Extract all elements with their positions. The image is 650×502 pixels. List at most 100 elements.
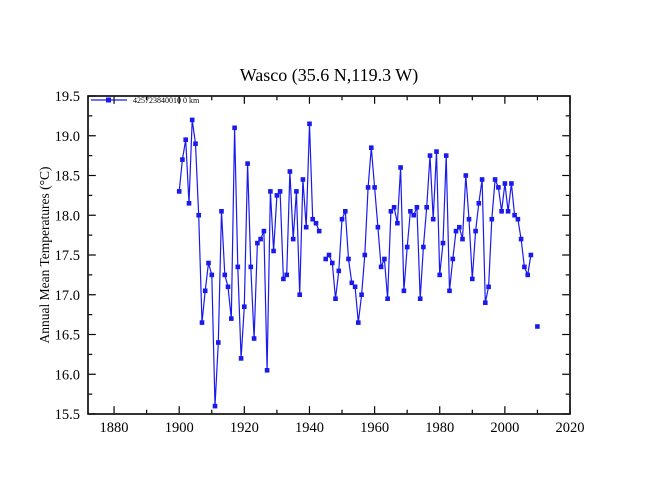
y-tick-label: 19.0 bbox=[55, 129, 80, 145]
data-point bbox=[310, 216, 315, 222]
data-point bbox=[411, 212, 416, 218]
data-point bbox=[518, 236, 524, 242]
data-point bbox=[382, 256, 387, 262]
x-tick-label: 2020 bbox=[556, 420, 585, 436]
data-point bbox=[476, 201, 482, 206]
data-point bbox=[522, 264, 527, 270]
data-point bbox=[186, 201, 192, 206]
data-point bbox=[271, 248, 276, 254]
data-point bbox=[512, 212, 517, 218]
data-point bbox=[277, 189, 283, 194]
x-tick-label: 1920 bbox=[230, 420, 259, 436]
data-point bbox=[378, 264, 384, 270]
data-point bbox=[330, 260, 335, 266]
data-point bbox=[398, 165, 403, 170]
y-tick-label: 16.0 bbox=[55, 367, 80, 383]
data-point bbox=[287, 169, 293, 174]
data-point bbox=[284, 272, 289, 278]
data-point bbox=[206, 260, 211, 266]
data-point bbox=[268, 189, 273, 194]
data-point bbox=[437, 272, 442, 278]
data-point bbox=[535, 324, 540, 329]
data-point bbox=[489, 216, 495, 222]
data-point bbox=[372, 185, 377, 190]
data-point bbox=[385, 296, 390, 301]
data-point bbox=[235, 264, 241, 270]
y-tick-label: 15.5 bbox=[55, 407, 80, 423]
data-point bbox=[453, 228, 459, 234]
data-point bbox=[356, 320, 361, 325]
data-point bbox=[486, 284, 491, 290]
data-point bbox=[365, 185, 371, 190]
data-point bbox=[450, 256, 456, 262]
data-point bbox=[496, 185, 501, 190]
data-point bbox=[248, 264, 254, 270]
data-point bbox=[424, 205, 429, 210]
data-point bbox=[336, 268, 342, 274]
temperature-line bbox=[325, 147, 532, 324]
data-point bbox=[434, 149, 439, 154]
data-point bbox=[483, 300, 488, 305]
x-tick-label: 2000 bbox=[490, 420, 519, 436]
data-point bbox=[417, 296, 423, 301]
data-point bbox=[359, 292, 364, 297]
data-point bbox=[176, 189, 182, 194]
data-point bbox=[395, 220, 400, 226]
data-point bbox=[180, 157, 185, 162]
data-point bbox=[264, 368, 270, 373]
data-point bbox=[346, 256, 351, 262]
data-point bbox=[375, 224, 381, 230]
data-point bbox=[245, 161, 250, 166]
data-point bbox=[509, 181, 514, 186]
data-point bbox=[323, 256, 328, 262]
data-point bbox=[202, 288, 208, 294]
data-point bbox=[421, 244, 426, 250]
y-axis-title: Annual Mean Temperatures (°C) bbox=[37, 166, 52, 343]
temperature-line bbox=[178, 119, 320, 407]
x-tick-label: 1940 bbox=[295, 420, 324, 436]
data-point bbox=[307, 121, 312, 127]
data-point bbox=[404, 244, 410, 250]
x-tick-label: 1900 bbox=[165, 420, 194, 436]
data-point bbox=[463, 173, 469, 178]
data-point bbox=[362, 252, 368, 258]
data-point bbox=[391, 205, 397, 210]
data-point bbox=[274, 193, 280, 198]
data-point bbox=[209, 272, 215, 278]
plot-frame bbox=[87, 95, 571, 415]
data-point bbox=[352, 284, 358, 290]
data-point bbox=[229, 316, 234, 321]
data-point bbox=[242, 304, 247, 309]
data-point bbox=[401, 288, 407, 294]
data-point bbox=[492, 177, 498, 182]
legend-marker-icon bbox=[106, 97, 111, 103]
y-tick-label: 17.0 bbox=[55, 288, 80, 304]
data-point bbox=[251, 336, 257, 341]
data-point bbox=[196, 212, 201, 218]
data-point bbox=[281, 276, 286, 282]
data-point bbox=[499, 209, 504, 214]
legend: 425723840010 0 km bbox=[91, 96, 200, 105]
data-point bbox=[326, 252, 332, 258]
data-point bbox=[349, 280, 355, 286]
data-point bbox=[447, 288, 452, 294]
data-point bbox=[369, 145, 374, 150]
data-point bbox=[225, 284, 231, 290]
data-point bbox=[479, 177, 485, 182]
data-point bbox=[193, 141, 198, 146]
data-point bbox=[505, 209, 511, 214]
data-point bbox=[466, 216, 472, 222]
data-point bbox=[300, 177, 306, 182]
data-point bbox=[443, 153, 449, 158]
data-point bbox=[343, 209, 348, 214]
data-point bbox=[333, 296, 338, 301]
data-point bbox=[212, 403, 218, 409]
data-point bbox=[430, 216, 436, 222]
data-point bbox=[473, 228, 478, 234]
x-tick-label: 1960 bbox=[360, 420, 389, 436]
chart-title: Wasco (35.6 N,119.3 W) bbox=[240, 65, 419, 86]
data-point bbox=[528, 252, 534, 258]
data-point bbox=[525, 272, 530, 278]
